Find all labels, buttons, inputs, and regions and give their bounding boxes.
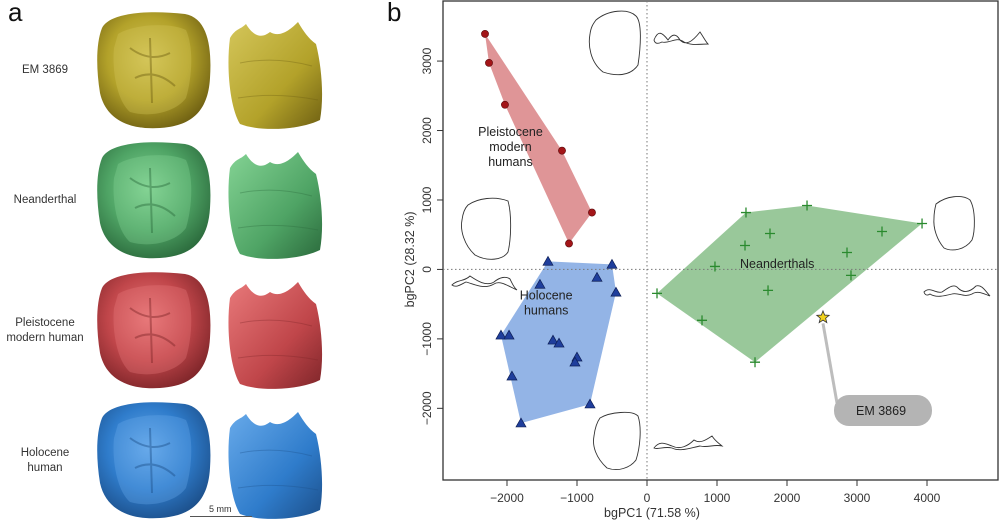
tooth-render-pair — [97, 12, 323, 129]
y-axis-label: bgPC2 (28.32 %) — [403, 211, 417, 307]
point-neanderthals — [802, 200, 813, 211]
profile-bottom — [653, 435, 724, 451]
tooth-side-view — [228, 282, 323, 389]
point-holocene-humans — [547, 334, 559, 345]
point-holocene-humans — [569, 356, 581, 367]
y-tick-label: −2000 — [420, 391, 434, 425]
outline-left — [461, 197, 512, 260]
hull-pleistocene-modern-humans — [485, 33, 592, 244]
outline-right — [933, 196, 975, 251]
x-tick-label: 3000 — [844, 491, 871, 505]
point-pleistocene-modern-humans — [565, 239, 573, 248]
point-em-3869 — [815, 309, 831, 324]
outline-bottom — [593, 411, 641, 471]
x-axis-label: bgPC1 (71.58 %) — [604, 506, 700, 520]
panel-a-letter: a — [8, 0, 23, 27]
point-holocene-humans — [610, 286, 622, 297]
scale-bar-label: 5 mm — [209, 504, 232, 514]
annotation-box — [834, 395, 932, 426]
point-holocene-humans — [553, 337, 565, 348]
tooth-row-label-line: Neanderthal — [13, 194, 77, 206]
y-tick-label: 3000 — [420, 47, 434, 74]
x-tick-label: −1000 — [560, 491, 594, 505]
point-neanderthals — [709, 261, 720, 272]
point-holocene-humans — [515, 417, 527, 428]
x-tick-label: 4000 — [914, 491, 941, 505]
y-tick-label: 0 — [420, 266, 434, 273]
tooth-side-view — [228, 152, 323, 259]
point-holocene-humans — [503, 329, 515, 340]
point-holocene-humans — [606, 258, 618, 269]
point-neanderthals — [697, 315, 708, 326]
y-tick-label: 1000 — [420, 186, 434, 213]
profile-left — [451, 275, 518, 291]
tooth-row-label-line: modern human — [6, 332, 84, 344]
point-neanderthals — [750, 357, 761, 368]
plot-frame — [442, 0, 999, 481]
point-holocene-humans — [506, 370, 518, 381]
point-neanderthals — [841, 247, 852, 258]
point-pleistocene-modern-humans — [481, 30, 489, 38]
point-neanderthals — [740, 240, 751, 251]
x-tick-label: 0 — [644, 491, 651, 505]
tooth-side-view — [228, 22, 323, 129]
group-label-neanderthals: Neanderthals — [740, 257, 814, 271]
tooth-row-label-line: human — [27, 462, 63, 474]
tooth-row-label: Holocene human — [0, 446, 90, 476]
hull-neanderthals — [657, 205, 922, 363]
tooth-occlusal-view — [97, 402, 211, 519]
tooth-row-label: EM 3869 — [0, 63, 90, 78]
tooth-occlusal-view — [97, 142, 211, 259]
annotation-label: EM 3869 — [856, 404, 906, 418]
point-holocene-humans — [495, 329, 507, 340]
profile-right — [923, 285, 991, 297]
tooth-occlusal-view — [97, 272, 211, 389]
point-holocene-humans — [591, 271, 603, 282]
tooth-occlusal-view — [97, 12, 211, 129]
tooth-row-label-line: Holocene — [20, 447, 70, 459]
point-holocene-humans — [534, 278, 546, 289]
point-pleistocene-modern-humans — [588, 208, 596, 217]
annotation-leader-line — [821, 323, 839, 404]
point-neanderthals — [763, 285, 774, 296]
outline-top — [588, 10, 641, 76]
tooth-row-label: Neanderthal — [0, 193, 90, 208]
group-label-holocene-humans: Holocene — [520, 288, 573, 302]
point-pleistocene-modern-humans — [485, 58, 493, 67]
tooth-render-pair — [97, 142, 323, 259]
point-pleistocene-modern-humans — [501, 100, 509, 109]
point-pleistocene-modern-humans — [558, 146, 566, 155]
shape-outlines — [451, 10, 991, 471]
tooth-row-label: Pleistocene modern human — [0, 316, 90, 346]
point-holocene-humans — [542, 255, 554, 266]
point-neanderthals — [764, 228, 775, 239]
x-tick-label: 1000 — [704, 491, 731, 505]
profile-top — [653, 31, 710, 45]
group-label-holocene-humans: humans — [524, 303, 568, 317]
group-label-pleistocene-modern-humans: modern — [489, 140, 531, 154]
scale-bar — [190, 516, 252, 517]
y-tick-label: −1000 — [420, 322, 434, 356]
tooth-row-label-line: EM 3869 — [21, 64, 69, 76]
x-tick-label: −2000 — [490, 491, 524, 505]
point-neanderthals — [652, 288, 663, 299]
point-neanderthals — [740, 207, 751, 218]
panel-b-letter: b — [387, 0, 402, 27]
point-holocene-humans — [584, 398, 596, 409]
tooth-render-pair — [97, 272, 323, 389]
point-neanderthals — [917, 218, 928, 229]
tooth-render-pair — [97, 402, 323, 519]
point-neanderthals — [877, 226, 888, 237]
y-tick-label: 2000 — [420, 117, 434, 144]
tooth-side-view — [228, 412, 323, 519]
tooth-row-label-line: Pleistocene — [15, 317, 75, 329]
point-neanderthals — [845, 270, 856, 281]
group-label-pleistocene-modern-humans: humans — [488, 155, 532, 169]
group-label-pleistocene-modern-humans: Pleistocene — [478, 125, 543, 139]
x-tick-label: 2000 — [774, 491, 801, 505]
